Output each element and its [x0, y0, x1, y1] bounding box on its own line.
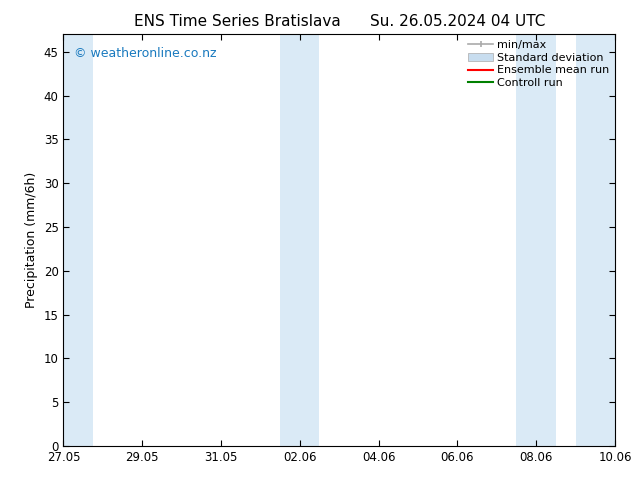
Text: © weatheronline.co.nz: © weatheronline.co.nz [74, 47, 217, 60]
Bar [63, 34, 93, 446]
Y-axis label: Precipitation (mm/6h): Precipitation (mm/6h) [25, 172, 38, 308]
Bar [517, 34, 556, 446]
Legend: min/max, Standard deviation, Ensemble mean run, Controll run: min/max, Standard deviation, Ensemble me… [466, 38, 612, 91]
Bar [280, 34, 320, 446]
Title: ENS Time Series Bratislava      Su. 26.05.2024 04 UTC: ENS Time Series Bratislava Su. 26.05.202… [134, 14, 545, 29]
Bar [576, 34, 615, 446]
